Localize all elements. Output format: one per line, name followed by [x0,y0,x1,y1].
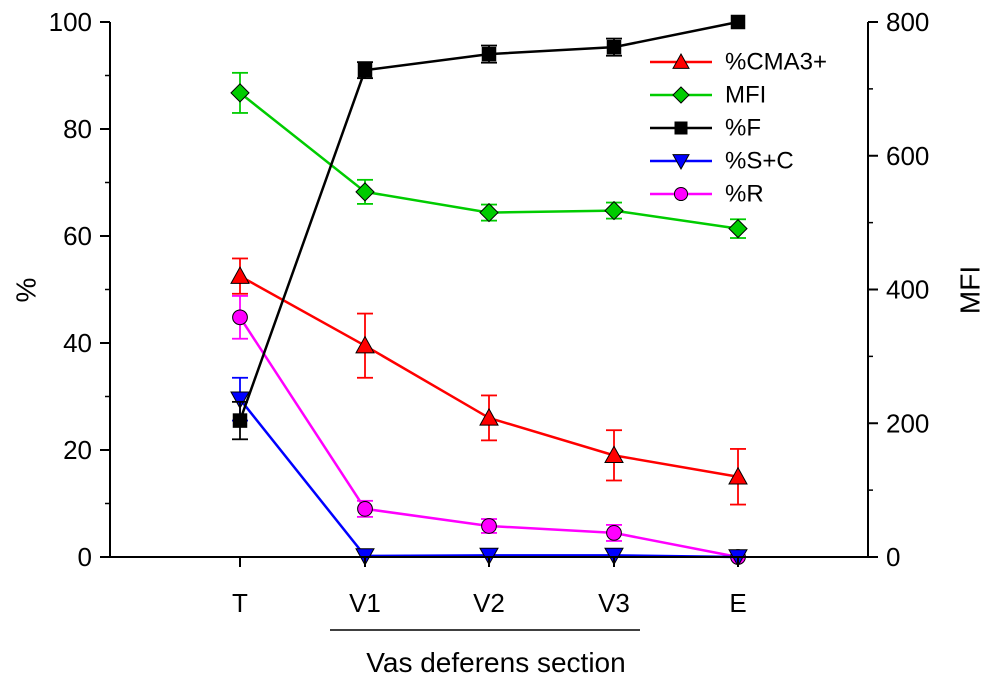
legend-marker [674,121,688,135]
legend-label: %CMA3+ [725,49,827,76]
legend-label: MFI [725,82,766,109]
legend-marker [673,186,689,202]
data-point [604,200,624,221]
y-tick-label: 40 [63,328,92,358]
x-tick-label: T [232,588,248,618]
data-point [357,62,373,78]
legend-label: %F [725,115,761,142]
data-point [355,182,375,202]
series-mfi [230,71,748,239]
series-line [239,275,739,478]
legend-item-cma3: %CMA3+ [650,49,827,76]
legend: %CMA3+ MFI %F %S+C %R [650,49,827,208]
data-point [604,445,624,464]
ticks-layer: 0 20 40 60 80 100 0 200 400 600 800 T V1 V2 V3 E [49,7,930,618]
data-point [232,413,248,428]
x-tick-label: V1 [349,588,381,618]
data-point [479,407,499,426]
series-layer [230,14,748,568]
data-point [606,39,622,55]
data-point [479,202,499,223]
series-f [232,14,746,441]
y-tick-label: 0 [78,542,92,572]
data-point [481,518,497,534]
legend-marker [672,52,690,69]
axes-layer [109,22,869,631]
y2-tick-label: 400 [886,275,929,305]
y-axis-title: % [10,278,41,303]
data-point [230,391,250,410]
data-point [606,525,622,541]
y2-tick-label: 600 [886,141,929,171]
y-tick-label: 80 [63,114,92,144]
data-point [728,466,748,485]
data-point [357,500,373,517]
series-r [232,295,746,565]
y2-tick-label: 800 [886,7,929,37]
x-tick-label: V3 [598,588,630,618]
x-axis-title: Vas deferens section [366,647,625,678]
legend-item-s-c: %S+C [650,148,794,175]
x-tick-label: V2 [473,588,505,618]
legend-item-r: %R [650,181,764,208]
y-tick-label: 20 [63,435,92,465]
data-point [355,335,375,354]
data-point [728,218,748,239]
legend-marker [672,86,690,104]
data-point [230,266,250,284]
legend-label: %R [725,181,764,208]
data-point [481,46,497,62]
x-tick-label: E [729,588,746,618]
data-point [232,309,248,326]
y2-axis-title: MFI [954,266,985,314]
data-point [730,14,746,30]
data-point [230,83,250,103]
y-tick-label: 100 [49,7,92,37]
legend-item-f: %F [650,115,761,142]
y2-tick-label: 200 [886,408,929,438]
legend-item-mfi: MFI [650,82,766,109]
legend-label: %S+C [725,148,794,175]
series-cma3 [230,257,748,506]
legend-marker [672,154,690,171]
y2-tick-label: 0 [886,542,900,572]
y-tick-label: 60 [63,221,92,251]
